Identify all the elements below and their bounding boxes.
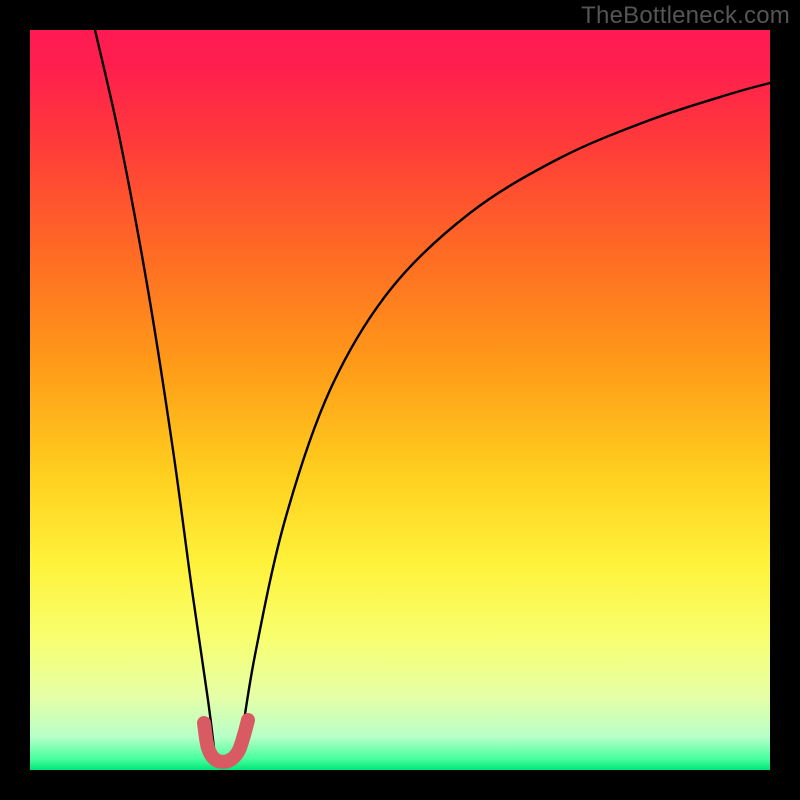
gradient-background (30, 30, 770, 770)
bottleneck-chart (0, 0, 800, 800)
chart-stage: TheBottleneck.com (0, 0, 800, 800)
